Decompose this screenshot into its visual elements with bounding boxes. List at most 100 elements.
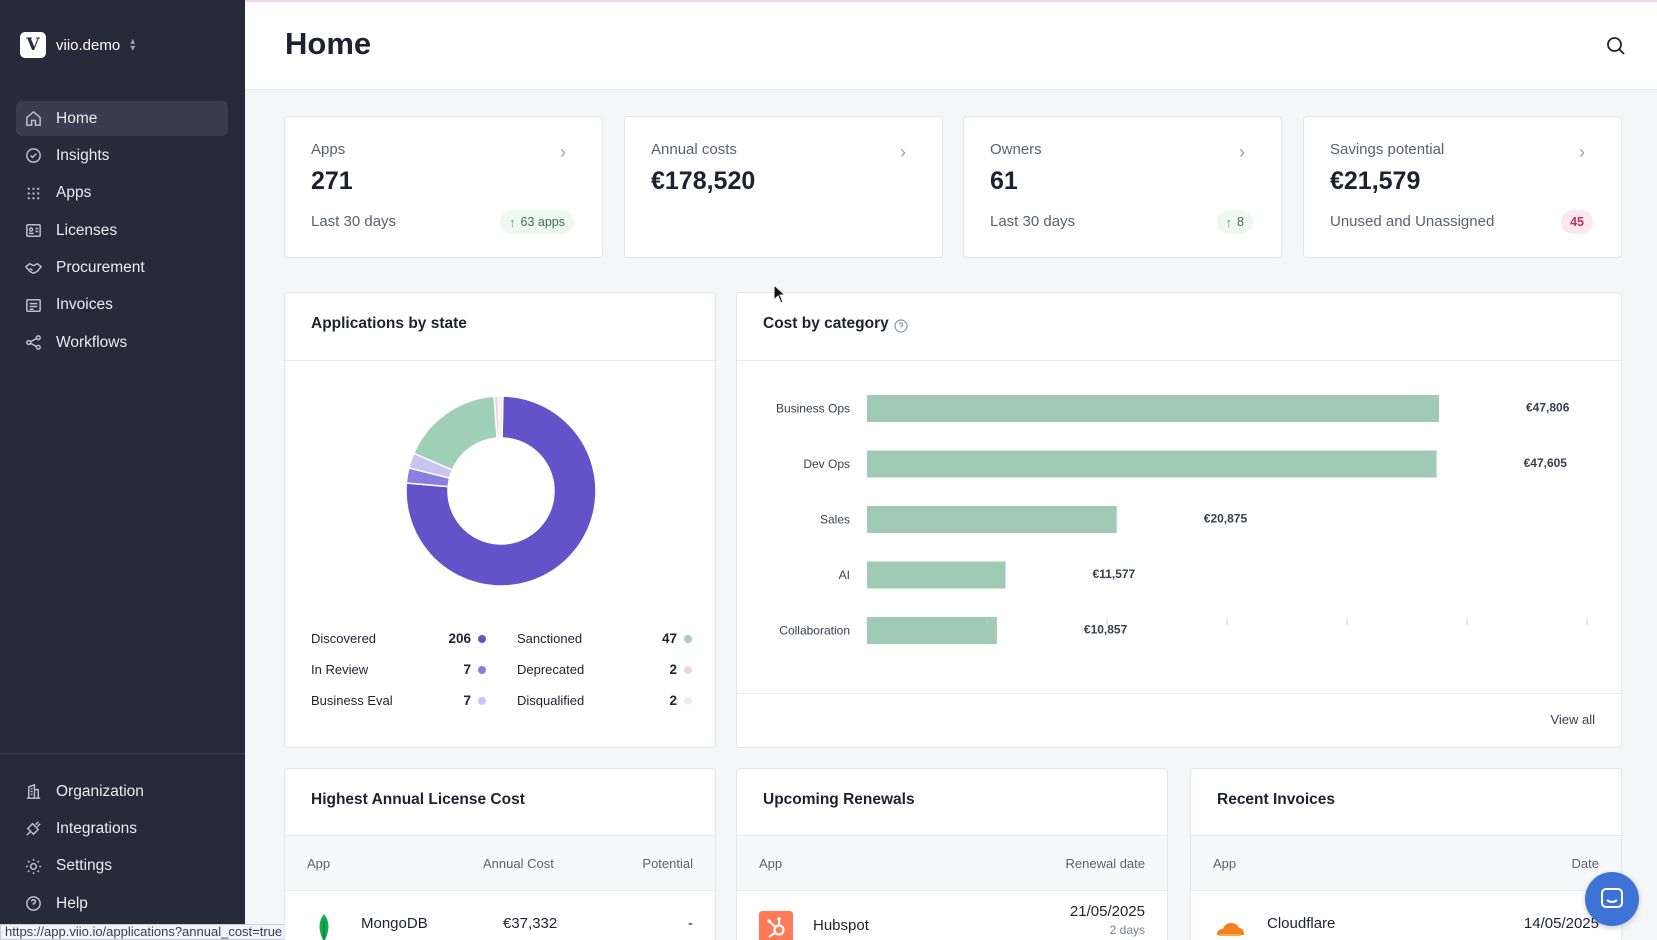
kpi-label: Apps <box>311 141 346 158</box>
badge-text: 8 <box>1237 215 1244 229</box>
legend-item-sanctioned[interactable]: Sanctioned 47 <box>517 631 692 646</box>
bar-business-ops[interactable] <box>867 395 1439 422</box>
sidebar-item-settings[interactable]: Settings <box>16 849 228 884</box>
chat-support-button[interactable] <box>1585 872 1639 926</box>
value-label: €47,806 <box>1526 401 1570 415</box>
plug-icon <box>26 821 41 837</box>
annual-cost: €37,332 <box>503 915 558 932</box>
column-header[interactable]: Annual Cost <box>483 856 554 871</box>
renewals-panel: Upcoming Renewals App Renewal date Hubsp… <box>736 768 1168 940</box>
arrow-up-icon: ↑ <box>1225 214 1233 230</box>
search-icon[interactable] <box>1605 35 1627 57</box>
table-row[interactable]: Hubspot 21/05/2025 2 days <box>737 891 1167 940</box>
sidebar-item-label: Licenses <box>56 221 118 239</box>
handshake-icon <box>24 262 43 274</box>
sidebar-item-insights[interactable]: Insights <box>16 138 228 173</box>
bar-dev-ops[interactable] <box>867 450 1437 478</box>
divider <box>737 693 1621 694</box>
sidebar-item-invoices[interactable]: Invoices <box>16 288 228 323</box>
donut-slice-sanctioned[interactable] <box>412 395 498 471</box>
status-bar-url: https://app.viio.io/applications?annual_… <box>0 924 288 940</box>
column-header[interactable]: Renewal date <box>1065 856 1146 871</box>
legend-count: 7 <box>463 693 471 708</box>
legend-count: 206 <box>448 631 471 646</box>
column-header[interactable]: Potential <box>642 856 693 871</box>
sidebar-item-label: Help <box>56 894 88 912</box>
column-header[interactable]: App <box>1213 856 1237 871</box>
bar-collaboration[interactable] <box>867 617 997 644</box>
column-header[interactable]: App <box>759 856 783 871</box>
sidebar-item-label: Integrations <box>56 819 137 837</box>
sidebar-item-label: Settings <box>56 857 113 875</box>
kpi-card-owners[interactable]: Owners › 61 Last 30 days ↑ 8 <box>963 116 1282 258</box>
sidebar-item-home[interactable]: Home <box>16 101 228 136</box>
kpi-label: Savings potential <box>1330 141 1445 158</box>
bar-ai[interactable] <box>867 561 1006 589</box>
help-icon <box>26 896 41 912</box>
kpi-value: €21,579 <box>1330 167 1421 195</box>
legend-label: Business Eval <box>311 693 393 708</box>
sidebar-item-label: Apps <box>56 184 92 202</box>
cost-bar-chart: Business Ops €47,806 Dev Ops €47,605 Sales €2… <box>776 395 1588 644</box>
view-all-link[interactable]: View all <box>1550 712 1595 727</box>
category-label: Dev Ops <box>803 457 850 471</box>
legend-item-deprecated[interactable]: Deprecated 2 <box>517 662 692 677</box>
sidebar-item-label: Workflows <box>56 333 128 351</box>
bar-sales[interactable] <box>867 506 1117 533</box>
workflow-icon <box>26 335 41 351</box>
sidebar-item-apps[interactable]: Apps <box>16 176 228 211</box>
category-label: Business Ops <box>776 402 850 416</box>
legend-item-in-review[interactable]: In Review 7 <box>311 662 486 677</box>
donut-chart[interactable] <box>401 391 601 591</box>
chevron-right-icon: › <box>900 142 906 162</box>
sidebar-item-integrations[interactable]: Integrations <box>16 811 228 846</box>
sidebar-item-licenses[interactable]: Licenses <box>16 213 228 248</box>
cloudflare-icon <box>1217 923 1244 936</box>
app-name: Cloudflare <box>1267 915 1336 932</box>
apps-by-state-panel: Applications by state Discovered 206 In … <box>284 292 716 748</box>
kpi-card-savings[interactable]: Savings potential › €21,579 Unused and U… <box>1303 116 1622 258</box>
sidebar-divider <box>0 753 245 754</box>
donut-slice-discovered[interactable] <box>405 395 597 587</box>
mouse-cursor-icon <box>773 284 787 304</box>
question-circle-icon[interactable] <box>893 318 909 334</box>
workspace-switcher[interactable]: V viio.demo ▴ ▾ <box>20 32 135 58</box>
sidebar-item-label: Insights <box>56 146 110 164</box>
legend-label: In Review <box>311 662 369 677</box>
invoices-panel: Recent Invoices App Date Cloudflare 14/0… <box>1190 768 1622 940</box>
kpi-card-apps[interactable]: Apps › 271 Last 30 days ↑ 63 apps <box>284 116 603 258</box>
app-name: Hubspot <box>813 917 869 934</box>
sidebar-item-procurement[interactable]: Procurement <box>16 251 228 286</box>
value-label: €11,577 <box>1093 567 1136 581</box>
table-row[interactable]: MongoDB €37,332 - <box>285 891 715 940</box>
legend-dot <box>478 696 486 705</box>
license-card-icon <box>26 224 41 238</box>
chat-bubble-icon <box>1601 888 1623 908</box>
sidebar: V viio.demo ▴ ▾ Home Insights Apps Licens… <box>0 0 245 940</box>
legend-item-discovered[interactable]: Discovered 206 <box>311 631 486 646</box>
mongodb-leaf-icon <box>319 914 329 940</box>
kpi-card-annual-costs[interactable]: Annual costs › €178,520 <box>624 116 943 258</box>
legend-count: 2 <box>669 662 677 677</box>
value-label: €47,605 <box>1524 456 1568 470</box>
legend-count: 47 <box>661 631 677 646</box>
legend-count: 2 <box>669 693 677 708</box>
column-header[interactable]: Date <box>1571 856 1599 871</box>
legend-item-business-eval[interactable]: Business Eval 7 <box>311 693 486 708</box>
insights-icon <box>26 148 41 164</box>
donut-slice-disqualified[interactable] <box>497 395 504 439</box>
renewal-relative: 2 days <box>1109 923 1145 937</box>
sidebar-item-organization[interactable]: Organization <box>16 774 228 809</box>
kpi-value: €178,520 <box>651 167 756 195</box>
badge-text: 63 apps <box>520 215 565 229</box>
kpi-subtext: Last 30 days <box>990 213 1076 230</box>
legend-label: Deprecated <box>517 662 585 677</box>
column-header[interactable]: App <box>307 856 331 871</box>
table-row[interactable]: Cloudflare 14/05/2025 <box>1191 891 1621 940</box>
sidebar-item-help[interactable]: Help <box>16 886 228 921</box>
table-header: App Renewal date <box>737 835 1167 891</box>
legend-dot <box>478 634 486 643</box>
panel-title: Upcoming Renewals <box>763 791 915 808</box>
sidebar-item-workflows[interactable]: Workflows <box>16 325 228 360</box>
legend-item-disqualified[interactable]: Disqualified 2 <box>517 693 692 708</box>
